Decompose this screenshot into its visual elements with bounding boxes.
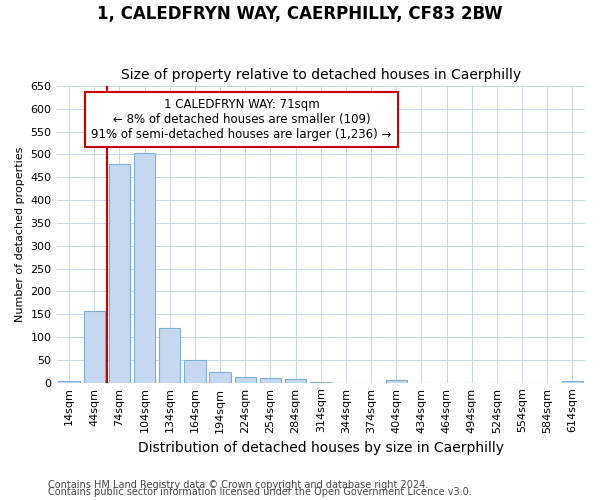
Y-axis label: Number of detached properties: Number of detached properties	[15, 146, 25, 322]
Bar	[260, 378, 281, 382]
Bar	[159, 328, 181, 382]
Bar	[109, 164, 130, 382]
Text: 1 CALEDFRYN WAY: 71sqm
← 8% of detached houses are smaller (109)
91% of semi-det: 1 CALEDFRYN WAY: 71sqm ← 8% of detached …	[91, 98, 392, 141]
Bar	[184, 360, 206, 382]
Text: Contains HM Land Registry data © Crown copyright and database right 2024.: Contains HM Land Registry data © Crown c…	[48, 480, 428, 490]
Bar	[235, 377, 256, 382]
Text: Contains public sector information licensed under the Open Government Licence v3: Contains public sector information licen…	[48, 487, 472, 497]
Title: Size of property relative to detached houses in Caerphilly: Size of property relative to detached ho…	[121, 68, 521, 82]
X-axis label: Distribution of detached houses by size in Caerphilly: Distribution of detached houses by size …	[138, 441, 504, 455]
Bar	[209, 372, 231, 382]
Bar	[83, 310, 105, 382]
Text: 1, CALEDFRYN WAY, CAERPHILLY, CF83 2BW: 1, CALEDFRYN WAY, CAERPHILLY, CF83 2BW	[97, 5, 503, 23]
Bar	[134, 153, 155, 382]
Bar	[285, 380, 307, 382]
Bar	[386, 380, 407, 382]
